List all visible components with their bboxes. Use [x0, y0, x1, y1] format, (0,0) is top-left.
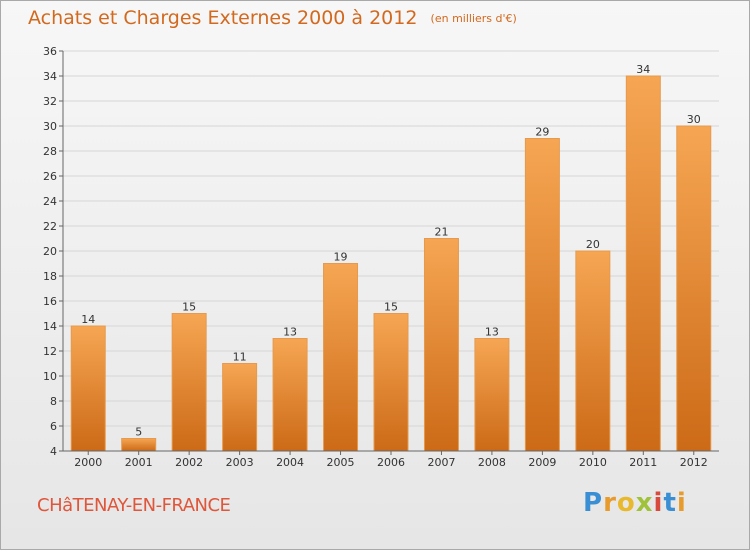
y-tick-label: 20	[43, 245, 57, 258]
chart-heading: Achats et Charges Externes 2000 à 2012 (…	[28, 7, 517, 29]
bar	[323, 263, 359, 452]
data-label: 30	[687, 113, 701, 126]
bars: 14 5 15 11 13 19 15 21 13 29 20 34 30	[70, 63, 712, 452]
bar	[625, 75, 661, 452]
logo-letter: o	[616, 488, 636, 518]
bar	[121, 438, 157, 452]
x-tick-label: 2007	[427, 456, 455, 469]
y-tick-label: 22	[43, 220, 57, 233]
bar	[524, 138, 560, 452]
x-tick-label: 2005	[327, 456, 355, 469]
y-tick-label: 8	[50, 395, 57, 408]
logo-letter: i	[653, 488, 664, 518]
y-tick-label: 10	[43, 370, 57, 383]
y-tick-label: 14	[43, 320, 57, 333]
y-tick-label: 36	[43, 45, 57, 58]
chart-title: Achats et Charges Externes 2000 à 2012	[28, 7, 418, 29]
x-tick-label: 2008	[478, 456, 506, 469]
bar	[423, 238, 459, 452]
data-label: 15	[384, 301, 398, 314]
x-tick-label: 2002	[175, 456, 203, 469]
bar	[474, 338, 510, 452]
x-tick-label: 2006	[377, 456, 405, 469]
y-tick-label: 28	[43, 145, 57, 158]
logo-letter: x	[635, 488, 654, 518]
chart-unit: (en milliers d'€)	[430, 12, 517, 25]
data-label: 5	[135, 426, 142, 439]
data-label: 11	[233, 351, 247, 364]
proxiti-logo: Proxiti	[583, 488, 687, 518]
x-tick-label: 2009	[528, 456, 556, 469]
bar	[575, 250, 611, 452]
y-tick-label: 16	[43, 295, 57, 308]
x-tick-label: 2004	[276, 456, 304, 469]
logo-letter: r	[603, 488, 617, 518]
logo-letter: i	[676, 488, 687, 518]
bar	[171, 313, 207, 452]
logo-letter: P	[583, 488, 604, 518]
data-label: 13	[283, 326, 297, 339]
logo-letter: t	[663, 488, 677, 518]
bar	[272, 338, 308, 452]
data-label: 29	[535, 126, 549, 139]
bar	[676, 125, 712, 452]
y-tick-label: 18	[43, 270, 57, 283]
y-tick-label: 26	[43, 170, 57, 183]
y-tick-label: 12	[43, 345, 57, 358]
data-label: 20	[586, 238, 600, 251]
x-tick-label: 2001	[125, 456, 153, 469]
x-tick-label: 2000	[74, 456, 102, 469]
y-tick-label: 6	[50, 420, 57, 433]
axes: 4 6 8 10 12 14 16 18 20 22 24 26 28 30 32 34 36 2000 2001 2…	[43, 45, 719, 469]
data-label: 19	[334, 251, 348, 264]
y-tick-label: 30	[43, 120, 57, 133]
data-label: 14	[81, 313, 95, 326]
y-tick-label: 32	[43, 95, 57, 108]
y-tick-label: 34	[43, 70, 57, 83]
bar	[222, 363, 258, 452]
data-label: 13	[485, 326, 499, 339]
x-tick-label: 2011	[629, 456, 657, 469]
city-name: CHâTENAY-EN-FRANCE	[37, 495, 231, 516]
y-tick-label: 24	[43, 195, 57, 208]
y-tick-label: 4	[50, 445, 57, 458]
data-label: 15	[182, 301, 196, 314]
bar	[373, 313, 409, 452]
x-tick-label: 2010	[579, 456, 607, 469]
x-tick-label: 2003	[226, 456, 254, 469]
data-label: 34	[636, 63, 650, 76]
x-tick-label: 2012	[680, 456, 708, 469]
data-label: 21	[434, 226, 448, 239]
bar	[70, 325, 106, 452]
